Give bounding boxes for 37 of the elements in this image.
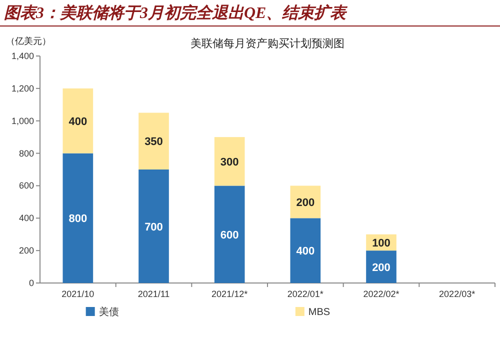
y-tick-label: 400 xyxy=(18,213,34,224)
bar xyxy=(138,170,169,283)
x-tick-label: 2021/11 xyxy=(138,289,170,299)
bar xyxy=(214,186,245,283)
bar xyxy=(214,137,245,186)
y-tick-label: 0 xyxy=(28,278,34,288)
y-tick-label: 1,400 xyxy=(11,51,34,61)
bar xyxy=(290,218,321,283)
x-tick-label: 2021/10 xyxy=(62,289,94,299)
y-tick-label: 600 xyxy=(18,180,34,191)
bar xyxy=(366,250,396,283)
data-label: 700 xyxy=(144,221,163,234)
data-label: 350 xyxy=(144,136,163,148)
legend-label: 美债 xyxy=(98,306,119,318)
data-label: 100 xyxy=(372,237,390,250)
bar xyxy=(62,88,94,154)
data-label: 400 xyxy=(296,246,315,258)
chart-subtitle: 美联储每月资产购买计划预测图 xyxy=(190,37,344,50)
bar xyxy=(62,153,94,283)
y-tick-label: 200 xyxy=(18,246,34,256)
y-axis-title: （亿美元） xyxy=(6,36,51,46)
x-tick-label: 2021/12* xyxy=(212,289,248,299)
data-label: 400 xyxy=(68,116,88,128)
data-label: 200 xyxy=(296,196,315,209)
y-tick-label: 1,200 xyxy=(11,83,34,94)
data-label: 300 xyxy=(220,156,239,168)
x-tick-label: 2022/02* xyxy=(363,289,400,299)
y-tick-label: 1,000 xyxy=(11,116,34,126)
data-label: 200 xyxy=(372,262,390,274)
chart-title: 图表3：美联储将于3月初完全退出QE、结束扩表 xyxy=(4,3,348,22)
y-tick-label: 800 xyxy=(18,148,34,158)
bar xyxy=(138,112,169,170)
x-tick-label: 2022/01* xyxy=(287,289,324,299)
data-label: 600 xyxy=(220,229,239,242)
legend-label: MBS xyxy=(308,307,330,318)
data-label: 800 xyxy=(68,213,88,226)
x-tick-label: 2022/03* xyxy=(439,289,476,299)
